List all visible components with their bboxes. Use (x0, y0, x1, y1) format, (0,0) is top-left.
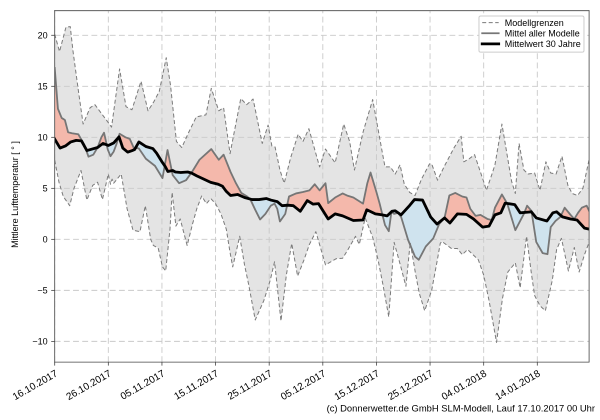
svg-text:Mittel aller Modelle: Mittel aller Modelle (505, 28, 580, 38)
svg-text:20: 20 (38, 31, 48, 41)
svg-text:Modellgrenzen: Modellgrenzen (505, 18, 564, 28)
svg-text:(c) Donnerwetter.de GmbH SLM-M: (c) Donnerwetter.de GmbH SLM-Modell, Lau… (327, 403, 595, 414)
svg-text:0: 0 (43, 235, 48, 245)
svg-text:−5: −5 (37, 286, 47, 296)
svg-text:15: 15 (38, 82, 48, 92)
svg-text:Mittelwert 30 Jahre: Mittelwert 30 Jahre (505, 39, 581, 49)
svg-text:Mittlere Lufttemperatur [ ° ]: Mittlere Lufttemperatur [ ° ] (10, 141, 20, 248)
svg-text:10: 10 (38, 133, 48, 143)
svg-text:−10: −10 (32, 337, 47, 347)
svg-text:5: 5 (43, 184, 48, 194)
